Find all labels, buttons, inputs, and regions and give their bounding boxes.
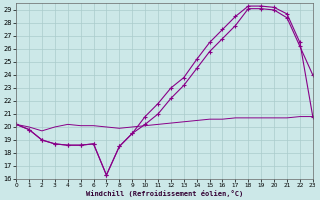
X-axis label: Windchill (Refroidissement éolien,°C): Windchill (Refroidissement éolien,°C): [86, 190, 243, 197]
